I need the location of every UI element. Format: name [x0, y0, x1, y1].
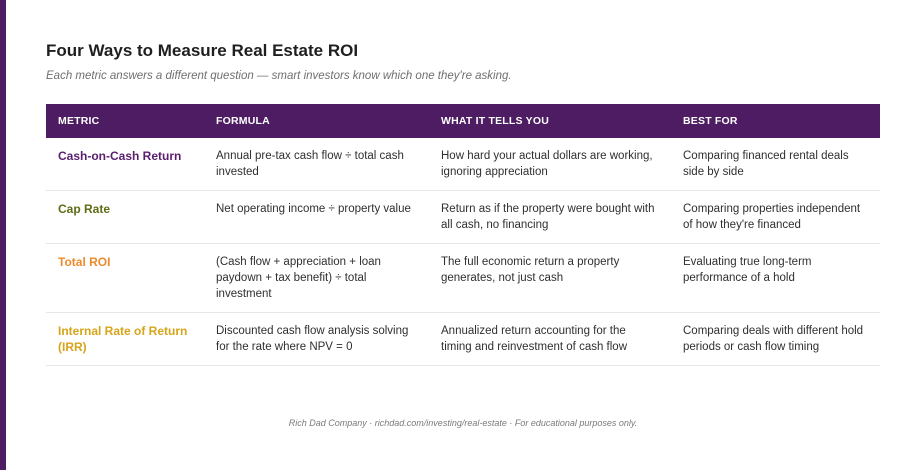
page-subtitle: Each metric answers a different question… — [46, 70, 512, 82]
tells-cell: Annualized return accounting for the tim… — [429, 312, 671, 366]
main-content: Four Ways to Measure Real Estate ROI Eac… — [46, 40, 880, 366]
formula-cell: Discounted cash flow analysis solving fo… — [204, 312, 429, 366]
column-header-what-it-tells-you: WHAT IT TELLS YOU — [429, 104, 671, 138]
table-row: Internal Rate of Return (IRR) Discounted… — [46, 312, 880, 366]
source-footer: Rich Dad Company · richdad.com/investing… — [288, 418, 638, 428]
column-header-best-for: BEST FOR — [671, 104, 880, 138]
roi-metrics-table: METRIC FORMULA WHAT IT TELLS YOU BEST FO… — [46, 104, 880, 366]
table-row: Total ROI (Cash flow + appreciation + lo… — [46, 243, 880, 313]
table-header: METRIC FORMULA WHAT IT TELLS YOU BEST FO… — [46, 104, 880, 138]
formula-cell: Net operating income ÷ property value — [204, 190, 429, 244]
table-body: Cash-on-Cash Return Annual pre-tax cash … — [46, 138, 880, 366]
column-header-formula: FORMULA — [204, 104, 429, 138]
metric-name: Cap Rate — [46, 190, 204, 244]
best-for-cell: Comparing deals with different hold peri… — [671, 312, 880, 366]
best-for-cell: Comparing properties independent of how … — [671, 190, 880, 244]
table-row: Cap Rate Net operating income ÷ property… — [46, 190, 880, 244]
table-row: Cash-on-Cash Return Annual pre-tax cash … — [46, 138, 880, 191]
tells-cell: How hard your actual dollars are working… — [429, 138, 671, 191]
metric-name: Total ROI — [46, 243, 204, 313]
header-row: METRIC FORMULA WHAT IT TELLS YOU BEST FO… — [46, 104, 880, 138]
column-header-metric: METRIC — [46, 104, 204, 138]
page-title: Four Ways to Measure Real Estate ROI — [46, 41, 359, 60]
metric-name: Internal Rate of Return (IRR) — [46, 312, 204, 366]
accent-bar — [0, 0, 6, 470]
formula-cell: (Cash flow + appreciation + loan paydown… — [204, 243, 429, 313]
tells-cell: The full economic return a property gene… — [429, 243, 671, 313]
best-for-cell: Evaluating true long-term performance of… — [671, 243, 880, 313]
tells-cell: Return as if the property were bought wi… — [429, 190, 671, 244]
best-for-cell: Comparing financed rental deals side by … — [671, 138, 880, 191]
metric-name: Cash-on-Cash Return — [46, 138, 204, 191]
formula-cell: Annual pre-tax cash flow ÷ total cash in… — [204, 138, 429, 191]
